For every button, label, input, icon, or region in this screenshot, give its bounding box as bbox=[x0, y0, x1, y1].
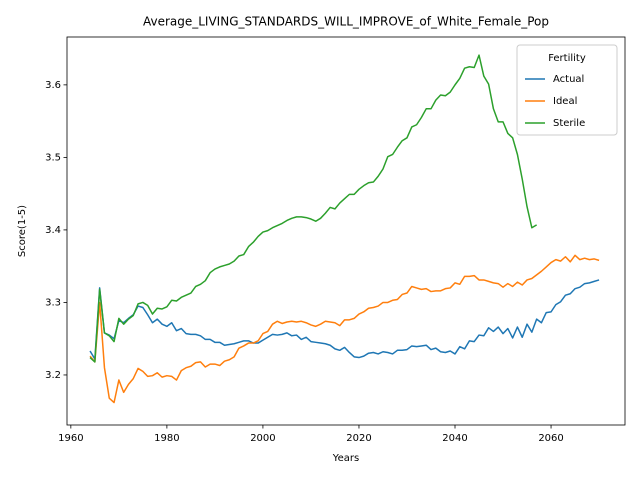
x-tick-label: 2020 bbox=[346, 433, 371, 444]
x-axis-label: Years bbox=[332, 453, 359, 464]
legend-label: Actual bbox=[553, 74, 584, 85]
x-tick-label: 1980 bbox=[154, 433, 179, 444]
series-line bbox=[89, 254, 600, 404]
chart-title: Average_LIVING_STANDARDS_WILL_IMPROVE_of… bbox=[143, 15, 549, 29]
legend-label: Ideal bbox=[553, 96, 577, 107]
y-tick-label: 3.3 bbox=[45, 297, 61, 308]
y-tick-label: 3.4 bbox=[45, 225, 61, 236]
series-line bbox=[89, 279, 600, 360]
legend-label: Sterile bbox=[553, 118, 585, 129]
y-tick-label: 3.5 bbox=[45, 152, 61, 163]
y-tick-label: 3.6 bbox=[45, 80, 61, 91]
x-tick-label: 1960 bbox=[58, 433, 83, 444]
y-tick-label: 3.2 bbox=[45, 370, 61, 381]
x-tick-label: 2040 bbox=[442, 433, 467, 444]
x-tick-label: 2060 bbox=[538, 433, 563, 444]
legend-title: Fertility bbox=[548, 53, 586, 64]
plot-frame bbox=[66, 36, 626, 426]
y-axis-label: Score(1-5) bbox=[17, 205, 28, 257]
legend-box bbox=[516, 44, 618, 136]
series-line bbox=[89, 54, 538, 363]
x-tick-label: 2000 bbox=[250, 433, 275, 444]
